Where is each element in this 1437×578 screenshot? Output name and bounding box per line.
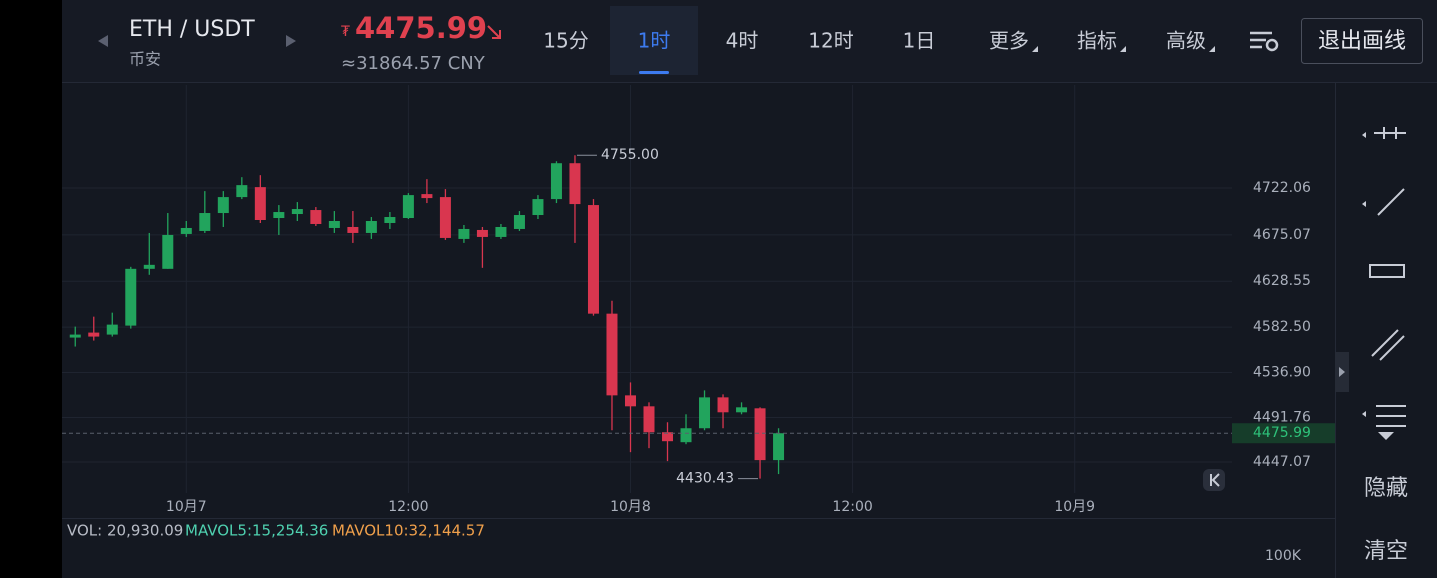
exchange: 币安	[129, 50, 161, 69]
candle-body	[513, 215, 525, 229]
candle-body	[217, 197, 229, 214]
y-tick-label: 4491.76	[1253, 410, 1311, 426]
background	[62, 0, 1437, 578]
candle-body	[587, 205, 599, 314]
x-tick-label: 10月7	[166, 499, 207, 515]
candle-body	[532, 199, 544, 216]
y-tick-label: 4722.06	[1253, 180, 1311, 196]
pair: ETH / USDT	[129, 17, 255, 42]
mavol5-label: MAVOL5:15,254.36	[185, 522, 328, 540]
prev-pair[interactable]	[98, 35, 108, 47]
y-tick-label: 4447.07	[1253, 454, 1311, 470]
hide-button[interactable]: 隐藏	[1364, 476, 1408, 501]
annotation-label: 4430.43	[676, 471, 734, 487]
candle-body	[125, 268, 137, 326]
tab-dropdown	[1209, 46, 1215, 52]
price: 4475.99	[355, 11, 487, 45]
exit-button-label[interactable]: 退出画线	[1318, 29, 1406, 54]
candle-body	[88, 332, 100, 337]
candle-body	[624, 395, 636, 407]
exit-button[interactable]	[1301, 18, 1423, 64]
candle-body	[550, 163, 562, 200]
candle-body	[773, 433, 785, 461]
candle-body	[402, 195, 414, 219]
tab[interactable]: 15分	[543, 29, 588, 53]
candle-body	[439, 197, 451, 238]
candle-body	[199, 213, 211, 231]
candle-body	[365, 221, 377, 233]
y-tick-label: 4628.55	[1253, 273, 1311, 289]
active-tab-bg	[610, 6, 698, 75]
candle-body	[384, 217, 396, 223]
cny-price: ≈31864.57 CNY	[341, 53, 486, 74]
y-tick-label: 4536.90	[1253, 365, 1311, 381]
candle-body	[569, 163, 581, 205]
candle-body	[458, 228, 470, 239]
volume-tick-label: 100K	[1265, 548, 1302, 564]
x-tick-label: 10月9	[1054, 499, 1095, 515]
candle-body	[106, 324, 118, 335]
settings-icon[interactable]	[1250, 31, 1279, 52]
candle-body	[476, 229, 488, 237]
tab[interactable]: 1日	[903, 29, 936, 53]
candle-body	[643, 406, 655, 433]
candle-body	[699, 397, 711, 429]
candle-body	[291, 209, 303, 215]
down-arrow	[487, 25, 501, 39]
last-price-tag	[1232, 423, 1335, 444]
y-tick-label: 4675.07	[1253, 227, 1311, 243]
candle-body	[236, 185, 248, 198]
candle-body	[717, 397, 729, 413]
price-prefix: ₮	[341, 24, 350, 40]
tab[interactable]: 更多	[989, 29, 1029, 53]
candle-body	[310, 210, 322, 224]
clear-button[interactable]: 清空	[1364, 539, 1408, 564]
candle-body	[273, 212, 285, 219]
tab[interactable]: 高级	[1166, 29, 1206, 53]
candle-body	[421, 194, 433, 199]
y-tick-label: 4582.50	[1253, 319, 1311, 335]
x-tick-label: 12:00	[832, 499, 872, 515]
drawing-tools	[1362, 127, 1406, 440]
next-pair[interactable]	[286, 35, 296, 47]
candle-body	[180, 227, 192, 234]
active-tab-indicator	[639, 71, 669, 74]
candle-body	[347, 226, 359, 233]
tab-dropdown	[1120, 46, 1126, 52]
last-price-label: 4475.99	[1253, 425, 1311, 441]
x-tick-label: 12:00	[388, 499, 428, 515]
candle-body	[754, 408, 766, 461]
candle-body	[606, 313, 618, 396]
candle-body	[162, 234, 174, 269]
candle-body	[328, 221, 340, 228]
tab[interactable]: 4时	[726, 29, 759, 53]
annotation-label: 4755.00	[601, 147, 659, 163]
tabs: 15分 1时 4时 12时 1日 更多 指标 高级	[543, 6, 1215, 75]
mavol10-label: MAVOL10:32,144.57	[332, 522, 485, 540]
candle-body	[662, 432, 674, 442]
tab-dropdown	[1032, 46, 1038, 52]
scroll-latest-icon	[1210, 473, 1220, 487]
candle-body	[736, 407, 748, 413]
volume-label: VOL: 20,930.09	[67, 522, 183, 540]
tab[interactable]: 12时	[808, 29, 853, 53]
candle-body	[69, 334, 81, 338]
candle-body	[254, 187, 266, 221]
x-tick-label: 10月8	[610, 499, 651, 515]
tab[interactable]: 指标	[1077, 29, 1117, 53]
candle-body	[495, 226, 507, 237]
candle-body	[680, 428, 692, 443]
toolbar-toggle-arrow	[1339, 367, 1345, 377]
candle-body	[143, 264, 155, 269]
tab[interactable]: 1时	[638, 29, 671, 53]
